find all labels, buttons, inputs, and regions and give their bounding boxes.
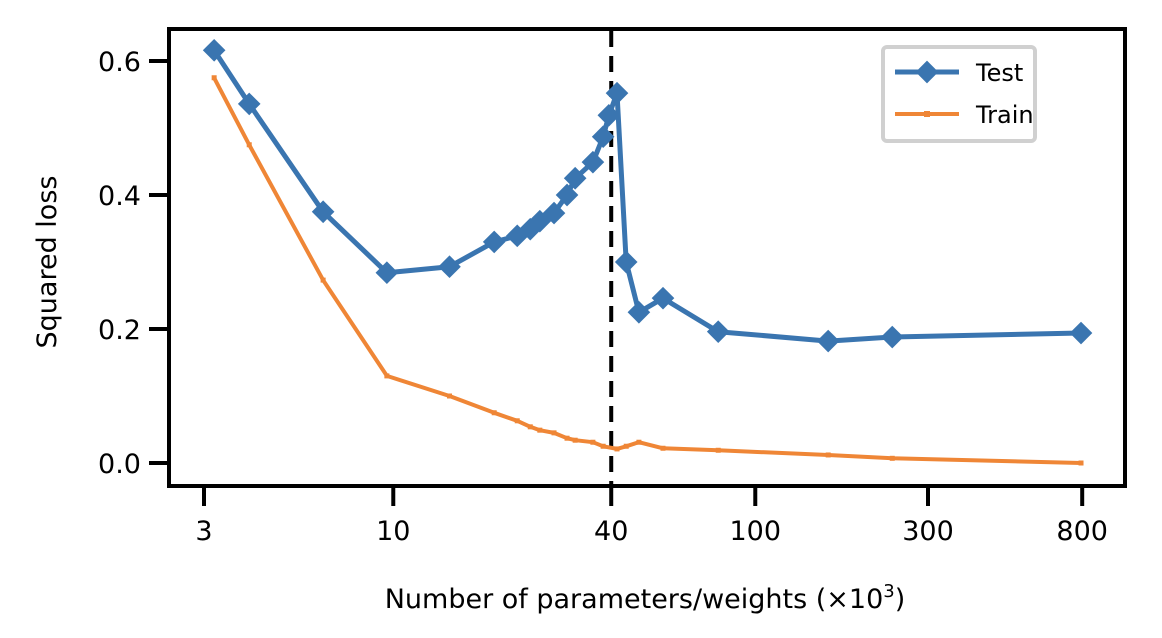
x-tick-label: 3 bbox=[195, 516, 212, 547]
train-point bbox=[246, 142, 252, 148]
train-point bbox=[211, 75, 217, 81]
x-tick-label: 10 bbox=[376, 516, 410, 547]
test-point bbox=[597, 103, 621, 127]
train-point bbox=[564, 435, 570, 441]
train-point bbox=[447, 393, 453, 399]
x-axis-label-sup: 3 bbox=[883, 581, 894, 602]
y-axis-label: Squared loss bbox=[32, 176, 63, 349]
train-point bbox=[384, 373, 390, 379]
y-tick-label: 0.6 bbox=[98, 47, 141, 78]
train-point bbox=[527, 424, 533, 430]
x-axis: 3 10 40 100 300 800 bbox=[195, 486, 1108, 547]
x-axis-label-close: ) bbox=[895, 584, 906, 615]
test-point bbox=[438, 255, 461, 279]
train-point bbox=[715, 447, 721, 453]
y-axis: 0.0 0.2 0.4 0.6 bbox=[98, 47, 169, 480]
train-point bbox=[491, 410, 497, 416]
train-point bbox=[636, 439, 642, 445]
x-tick-label: 300 bbox=[902, 516, 954, 547]
test-point bbox=[627, 300, 651, 324]
train-point bbox=[660, 445, 666, 451]
train-point bbox=[889, 455, 895, 461]
train-point bbox=[514, 418, 520, 424]
test-point bbox=[605, 81, 629, 105]
train-point bbox=[320, 277, 326, 283]
test-point bbox=[880, 325, 904, 349]
legend: Test Train bbox=[881, 45, 1037, 143]
train-point bbox=[825, 452, 831, 458]
y-tick-label: 0.0 bbox=[98, 449, 141, 480]
legend-train-marker bbox=[924, 111, 930, 117]
plot-frame bbox=[167, 27, 1127, 488]
legend-test-label: Test bbox=[975, 59, 1023, 87]
train-point bbox=[1078, 460, 1084, 466]
x-tick-label: 100 bbox=[730, 516, 782, 547]
train-point bbox=[590, 439, 596, 445]
legend-train-label: Train bbox=[975, 101, 1034, 129]
train-point bbox=[572, 437, 578, 443]
x-axis-label: Number of parameters/weights (×103) bbox=[385, 581, 906, 615]
train-point bbox=[551, 430, 557, 436]
x-tick-label: 800 bbox=[1056, 516, 1108, 547]
x-tick-label: 40 bbox=[594, 516, 628, 547]
y-tick-label: 0.2 bbox=[98, 315, 141, 346]
test-point bbox=[614, 250, 638, 274]
train-point bbox=[537, 427, 543, 433]
test-point bbox=[651, 286, 675, 310]
test-point bbox=[706, 320, 730, 343]
test-point bbox=[816, 329, 840, 353]
train-line bbox=[212, 76, 1082, 465]
train-point bbox=[600, 443, 606, 449]
y-tick-label: 0.4 bbox=[98, 181, 141, 212]
x-axis-label-main: Number of parameters/weights (×10 bbox=[385, 584, 884, 615]
test-point bbox=[375, 261, 399, 285]
train-point bbox=[614, 446, 620, 452]
test-point bbox=[482, 230, 506, 254]
test-point bbox=[1069, 321, 1093, 345]
train-point bbox=[623, 443, 629, 449]
test-point bbox=[237, 92, 261, 116]
